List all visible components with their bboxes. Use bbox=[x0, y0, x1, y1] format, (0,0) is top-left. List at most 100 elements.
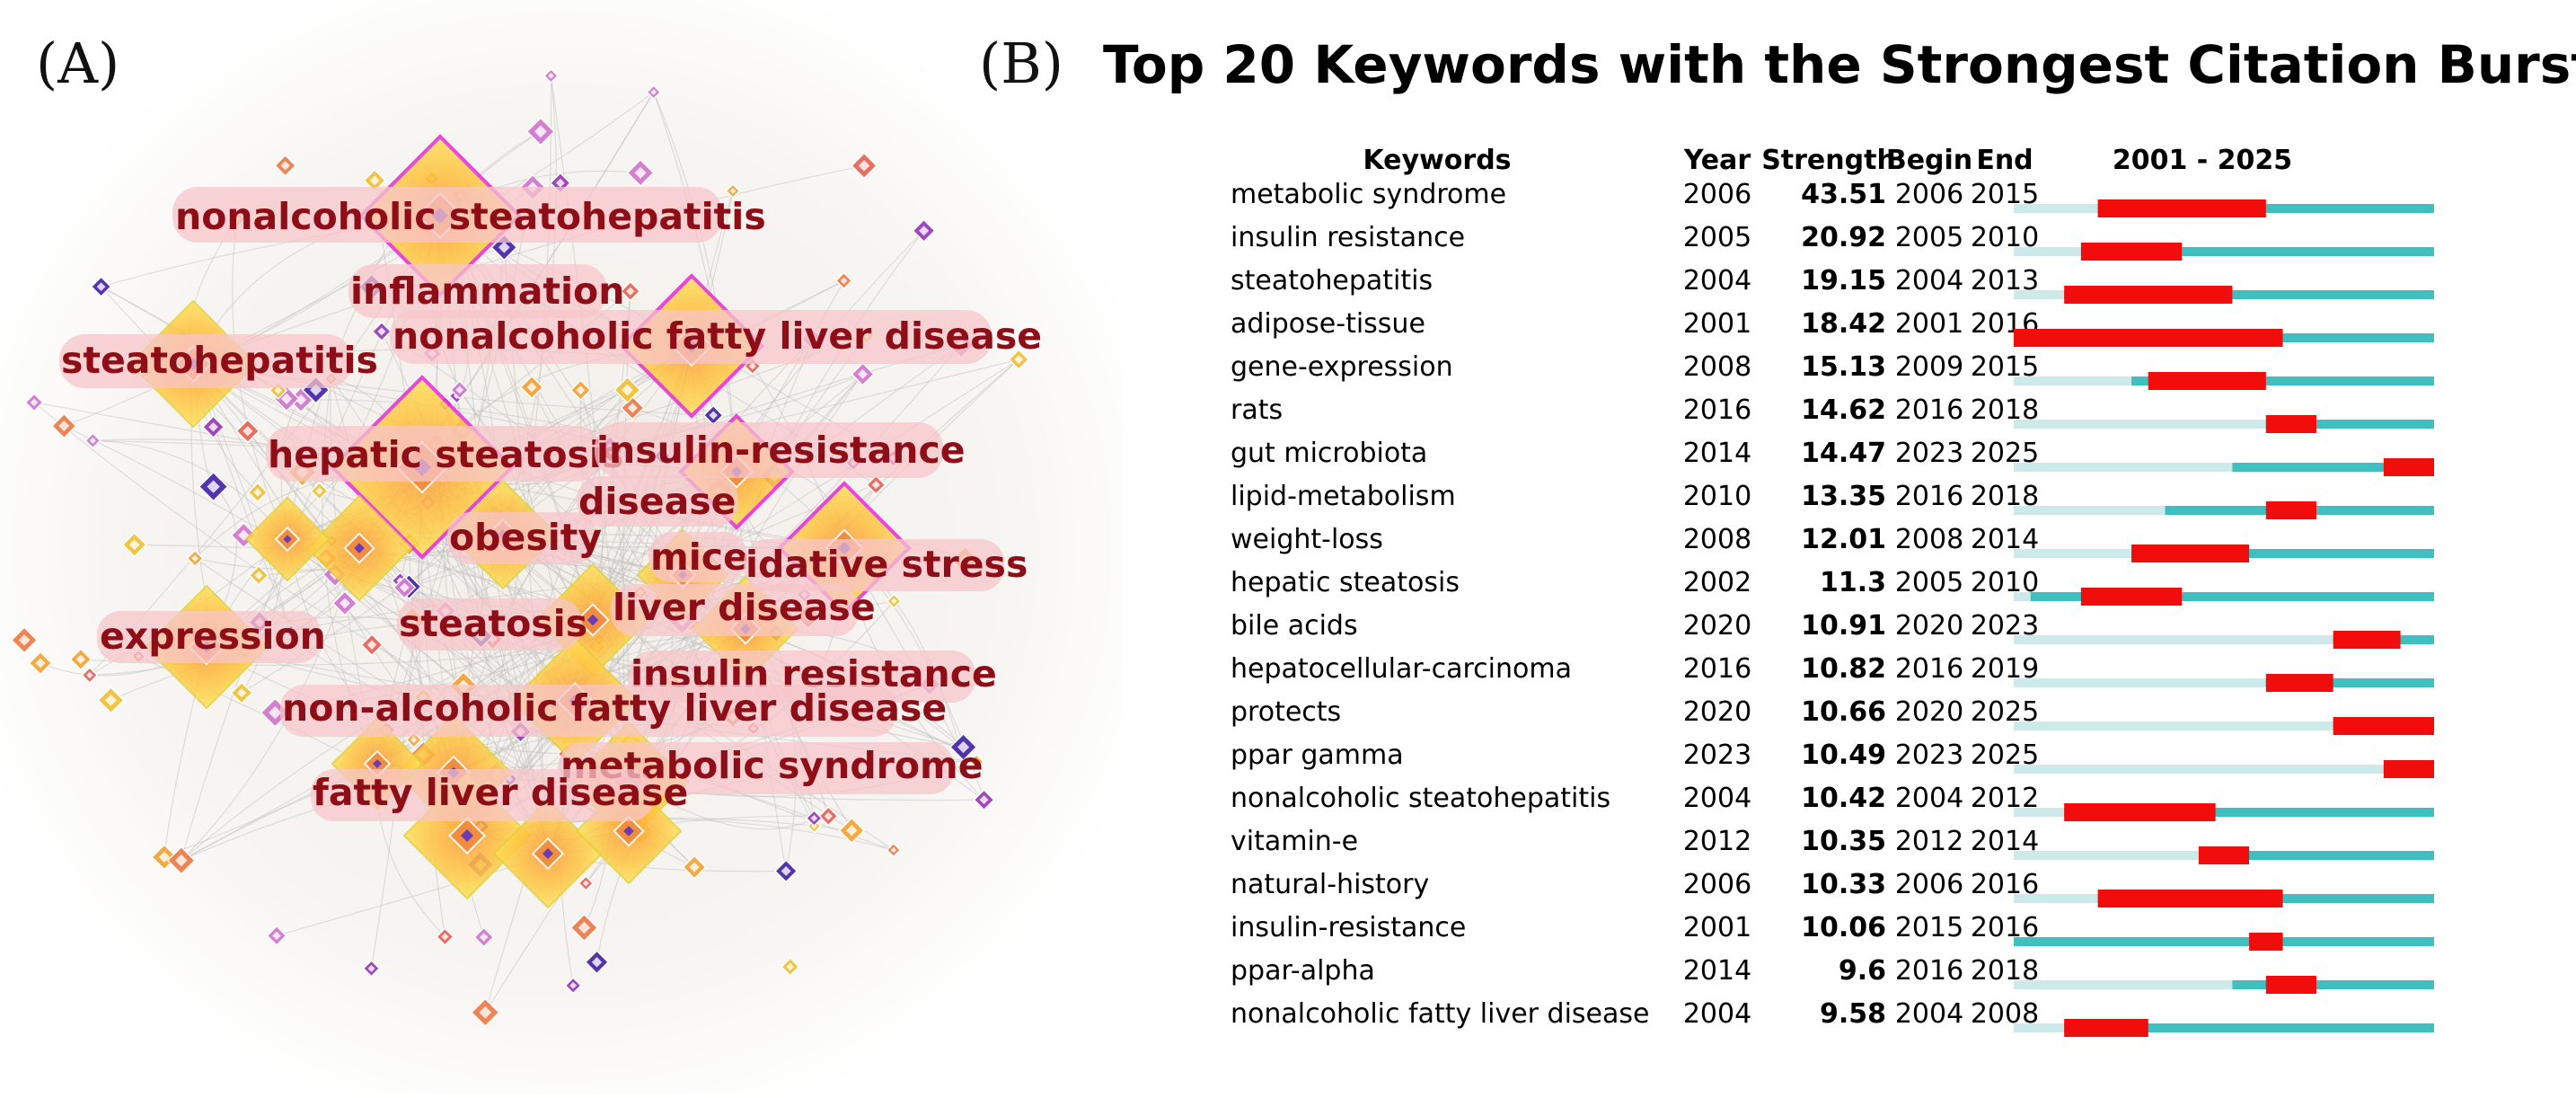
network-node bbox=[786, 962, 795, 971]
year-cell: 2016 bbox=[1683, 394, 1751, 426]
timeline-inactive-segment bbox=[2014, 506, 2166, 515]
citation-burst-chart: (B) Top 20 Keywords with the Strongest C… bbox=[979, 31, 2576, 1037]
network-node bbox=[498, 241, 510, 253]
network-node bbox=[455, 385, 464, 394]
svg-text:fatty liver disease: fatty liver disease bbox=[313, 771, 688, 814]
network-node bbox=[627, 403, 638, 413]
network-node bbox=[35, 658, 46, 669]
network-node bbox=[957, 740, 970, 754]
network-node bbox=[175, 854, 188, 867]
network-node bbox=[858, 368, 869, 379]
node-label-liver-disease: liver disease bbox=[611, 584, 876, 636]
year-cell: 2020 bbox=[1683, 696, 1751, 728]
keyword-cell: vitamin-e bbox=[1231, 826, 1358, 857]
node-label-steatosis: steatosis bbox=[397, 598, 587, 651]
strength-cell: 43.51 bbox=[1801, 179, 1886, 210]
keyword-cell: bile acids bbox=[1231, 610, 1358, 642]
begin-cell: 2016 bbox=[1895, 653, 1963, 685]
network-node bbox=[441, 933, 449, 941]
network-node bbox=[75, 654, 86, 664]
network-edge bbox=[653, 92, 737, 473]
network-edge bbox=[93, 439, 288, 540]
network-node bbox=[709, 411, 718, 420]
burst-bar bbox=[2383, 760, 2434, 778]
network-edge bbox=[302, 471, 576, 702]
network-node bbox=[236, 687, 247, 698]
network-node bbox=[105, 694, 117, 706]
svg-text:hepatic steatosis: hepatic steatosis bbox=[268, 433, 623, 476]
network-node bbox=[85, 671, 93, 679]
burst-row: insulin resistance 2005 20.92 2005 2010 bbox=[1231, 222, 2434, 261]
begin-cell: 2005 bbox=[1895, 222, 1963, 253]
begin-cell: 2016 bbox=[1895, 394, 1963, 426]
timeline-active-segment bbox=[2064, 1023, 2434, 1032]
burst-bar bbox=[2198, 846, 2250, 864]
strength-cell: 10.82 bbox=[1801, 653, 1886, 685]
burst-row: nonalcoholic steatohepatitis 2004 10.42 200… bbox=[1231, 783, 2434, 821]
network-node bbox=[634, 166, 647, 179]
network-node bbox=[208, 421, 218, 432]
network-node bbox=[253, 488, 262, 497]
timeline-inactive-segment bbox=[2014, 420, 2266, 429]
svg-text:idative stress: idative stress bbox=[745, 543, 1028, 586]
burst-row: weight-loss 2008 12.01 2008 2014 bbox=[1231, 524, 2434, 562]
burst-bar bbox=[2265, 415, 2316, 433]
svg-text:expression: expression bbox=[100, 615, 326, 658]
node-label-steatohepatitis: steatohepatitis bbox=[59, 334, 378, 388]
strength-cell: 10.33 bbox=[1801, 869, 1886, 900]
network-node bbox=[461, 829, 473, 842]
network-node bbox=[283, 535, 292, 544]
node-label-oxidative-stress: idative stress bbox=[744, 539, 1028, 591]
burst-row: adipose-tissue 2001 18.42 2001 2016 bbox=[1231, 308, 2434, 347]
svg-text:nonalcoholic steatohepatitis: nonalcoholic steatohepatitis bbox=[175, 195, 766, 238]
burst-bar bbox=[2249, 933, 2283, 951]
keyword-cell: protects bbox=[1231, 696, 1341, 728]
network-node bbox=[858, 160, 870, 172]
year-cell: 2004 bbox=[1683, 783, 1751, 814]
timeline-inactive-segment bbox=[2014, 1023, 2065, 1032]
strength-cell: 11.3 bbox=[1820, 567, 1886, 598]
begin-cell: 2006 bbox=[1895, 869, 1963, 900]
network-node bbox=[377, 327, 386, 336]
burst-row: insulin-resistance 2001 10.06 2015 2016 bbox=[1231, 912, 2434, 951]
timeline-inactive-segment bbox=[2014, 204, 2098, 213]
keyword-cell: nonalcoholic steatohepatitis bbox=[1231, 783, 1610, 814]
network-node bbox=[689, 862, 700, 872]
timeline-active-segment bbox=[2064, 808, 2434, 817]
svg-text:insulin-resistance: insulin-resistance bbox=[596, 429, 966, 472]
timeline-inactive-segment bbox=[2014, 592, 2031, 601]
node-label-insulin-resistance-hyphen: insulin-resistance bbox=[595, 422, 966, 478]
keyword-cell: adipose-tissue bbox=[1231, 308, 1425, 340]
network-node bbox=[272, 931, 281, 941]
network-node bbox=[369, 175, 380, 186]
timeline-inactive-segment bbox=[2014, 247, 2081, 256]
burst-row: natural-history 2006 10.33 2006 2016 bbox=[1231, 869, 2434, 908]
year-cell: 2004 bbox=[1683, 265, 1751, 297]
header-timeline-range: 2001 - 2025 bbox=[2113, 145, 2292, 176]
timeline-inactive-segment bbox=[2014, 808, 2065, 817]
timeline-inactive-segment bbox=[2014, 980, 2233, 989]
keyword-cell: ppar gamma bbox=[1231, 739, 1404, 771]
svg-text:non-alcoholic fatty liver dise: non-alcoholic fatty liver disease bbox=[282, 686, 947, 730]
keyword-cell: metabolic syndrome bbox=[1231, 179, 1506, 210]
strength-cell: 10.06 bbox=[1801, 912, 1886, 943]
burst-row: metabolic syndrome 2006 43.51 2006 2015 bbox=[1231, 179, 2434, 217]
network-node bbox=[367, 964, 375, 972]
year-cell: 2023 bbox=[1683, 739, 1751, 771]
network-node bbox=[207, 480, 220, 493]
network-node bbox=[979, 795, 989, 805]
network-node bbox=[534, 125, 547, 138]
keyword-cell: rats bbox=[1231, 394, 1283, 426]
network-node bbox=[280, 161, 290, 171]
burst-bar bbox=[2064, 803, 2216, 821]
keyword-cell: lipid-metabolism bbox=[1231, 481, 1456, 512]
strength-cell: 12.01 bbox=[1801, 524, 1886, 555]
svg-text:mice: mice bbox=[650, 536, 748, 579]
network-node bbox=[30, 398, 39, 407]
network-node bbox=[543, 848, 553, 859]
burst-bar bbox=[2333, 717, 2434, 735]
begin-cell: 2016 bbox=[1895, 955, 1963, 987]
timeline-active-segment bbox=[2232, 463, 2434, 472]
timeline-inactive-segment bbox=[2014, 851, 2199, 860]
begin-cell: 2008 bbox=[1895, 524, 1963, 555]
